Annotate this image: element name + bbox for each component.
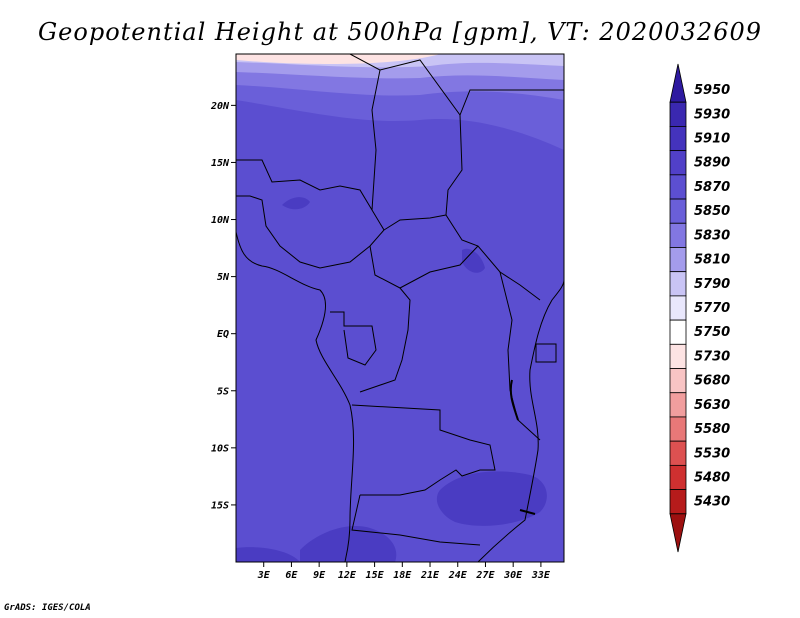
colorbar-swatch bbox=[669, 198, 687, 224]
lat-tick-label: 5N bbox=[217, 272, 230, 283]
patch-5870-sw bbox=[236, 547, 300, 562]
colorbar-swatch bbox=[669, 489, 687, 515]
lon-tick-label: 9E bbox=[313, 570, 326, 581]
border-angola bbox=[351, 404, 496, 496]
colorbar-swatch bbox=[669, 295, 687, 321]
colorbar-swatch bbox=[669, 126, 687, 152]
colorbar-level-label: 5750 bbox=[694, 325, 730, 340]
colorbar-level-label: 5530 bbox=[694, 446, 730, 461]
colorbar-level-label: 5810 bbox=[694, 253, 730, 268]
colorbar-swatch bbox=[669, 319, 687, 345]
colorbar-swatch bbox=[669, 440, 687, 466]
colorbar-level-label: 5790 bbox=[694, 277, 730, 292]
west-coastline bbox=[236, 231, 355, 562]
border-east-drc bbox=[499, 271, 541, 441]
colorbar-swatch bbox=[669, 101, 687, 127]
colorbar-level-label: 5830 bbox=[694, 228, 730, 243]
colorbar-legend: 5950 5930 5910 5890 5870 5850 5830 5810 5790 5770… bbox=[669, 63, 730, 553]
band-5770 bbox=[236, 54, 440, 64]
map-title: Geopotential Height at 500hPa [gpm], VT:… bbox=[38, 18, 762, 46]
border-niger-chad bbox=[349, 54, 381, 211]
lat-tick-label: 15S bbox=[211, 500, 229, 511]
border-sudan-car bbox=[445, 114, 541, 301]
border-namibia-botswana bbox=[351, 494, 481, 546]
colorbar-level-label: 5630 bbox=[694, 398, 730, 413]
colorbar-level-label: 5680 bbox=[694, 374, 730, 389]
colorbar-level-label: 5930 bbox=[694, 107, 730, 122]
lake-victoria bbox=[535, 343, 557, 363]
longitude-axis: 3E 6E 9E 12E 15E 18E 21E 24E 27E 30E 33E bbox=[257, 562, 551, 581]
footer-credit: GrADS: IGES/COLA bbox=[4, 603, 91, 613]
colorbar-swatch bbox=[669, 63, 687, 103]
lon-tick-label: 21E bbox=[420, 570, 440, 581]
lon-tick-label: 24E bbox=[448, 570, 468, 581]
height-field bbox=[236, 54, 564, 562]
colorbar-level-label: 5580 bbox=[694, 422, 730, 437]
lon-tick-label: 30E bbox=[503, 570, 523, 581]
colorbar-level-label: 5870 bbox=[694, 180, 730, 195]
colorbar-swatch bbox=[669, 513, 687, 553]
colorbar-swatch bbox=[669, 271, 687, 297]
colorbar-level-label: 5430 bbox=[694, 495, 730, 510]
lat-tick-label: 5S bbox=[217, 386, 229, 397]
colorbar-swatch bbox=[669, 368, 687, 394]
lon-tick-label: 12E bbox=[338, 570, 357, 581]
colorbar-level-label: 5730 bbox=[694, 349, 730, 364]
lat-tick-label: 10S bbox=[211, 443, 229, 454]
colorbar-level-label: 5950 bbox=[694, 83, 730, 98]
latitude-axis: 20N 15N 10N 5N EQ 5S 10S 15S bbox=[210, 101, 236, 511]
lat-tick-label: 20N bbox=[210, 101, 230, 112]
lat-tick-label: 10N bbox=[211, 215, 230, 226]
colorbar-swatch bbox=[669, 343, 687, 369]
patch-5870-center bbox=[462, 248, 485, 273]
lon-tick-label: 18E bbox=[393, 570, 412, 581]
patch-5870-west bbox=[282, 197, 310, 210]
east-coastline bbox=[477, 279, 564, 562]
colorbar-swatch bbox=[669, 247, 687, 273]
lon-tick-label: 33E bbox=[531, 570, 551, 581]
colorbar-swatch bbox=[669, 464, 687, 490]
colorbar-level-label: 5850 bbox=[694, 204, 730, 219]
lon-tick-label: 27E bbox=[475, 570, 495, 581]
plot-frame bbox=[235, 53, 565, 563]
colorbar-level-label: 5890 bbox=[694, 156, 730, 171]
colorbar-level-label: 5910 bbox=[694, 132, 730, 147]
lake-kariba bbox=[519, 509, 536, 515]
colorbar-swatch bbox=[669, 222, 687, 248]
colorbar-swatch bbox=[669, 416, 687, 442]
colorbar-swatch bbox=[669, 392, 687, 418]
colorbar-level-label: 5770 bbox=[694, 301, 730, 316]
lon-tick-label: 15E bbox=[366, 570, 385, 581]
border-congo-drc bbox=[359, 287, 411, 393]
lat-tick-label: EQ bbox=[217, 329, 229, 340]
border-west-africa bbox=[236, 159, 385, 269]
lat-tick-label: 15N bbox=[211, 158, 230, 169]
colorbar-swatch bbox=[669, 150, 687, 176]
lon-tick-label: 6E bbox=[285, 570, 298, 581]
border-car-south bbox=[369, 245, 479, 289]
colorbar-swatch bbox=[669, 174, 687, 200]
coastlines-borders bbox=[236, 54, 564, 562]
patch-5870-east bbox=[436, 471, 547, 526]
border-car-north bbox=[383, 214, 447, 231]
lon-tick-label: 3E bbox=[257, 570, 271, 581]
lake-tanganyika bbox=[509, 379, 519, 421]
colorbar-level-label: 5480 bbox=[694, 470, 730, 485]
border-gabon-congo bbox=[330, 311, 377, 366]
